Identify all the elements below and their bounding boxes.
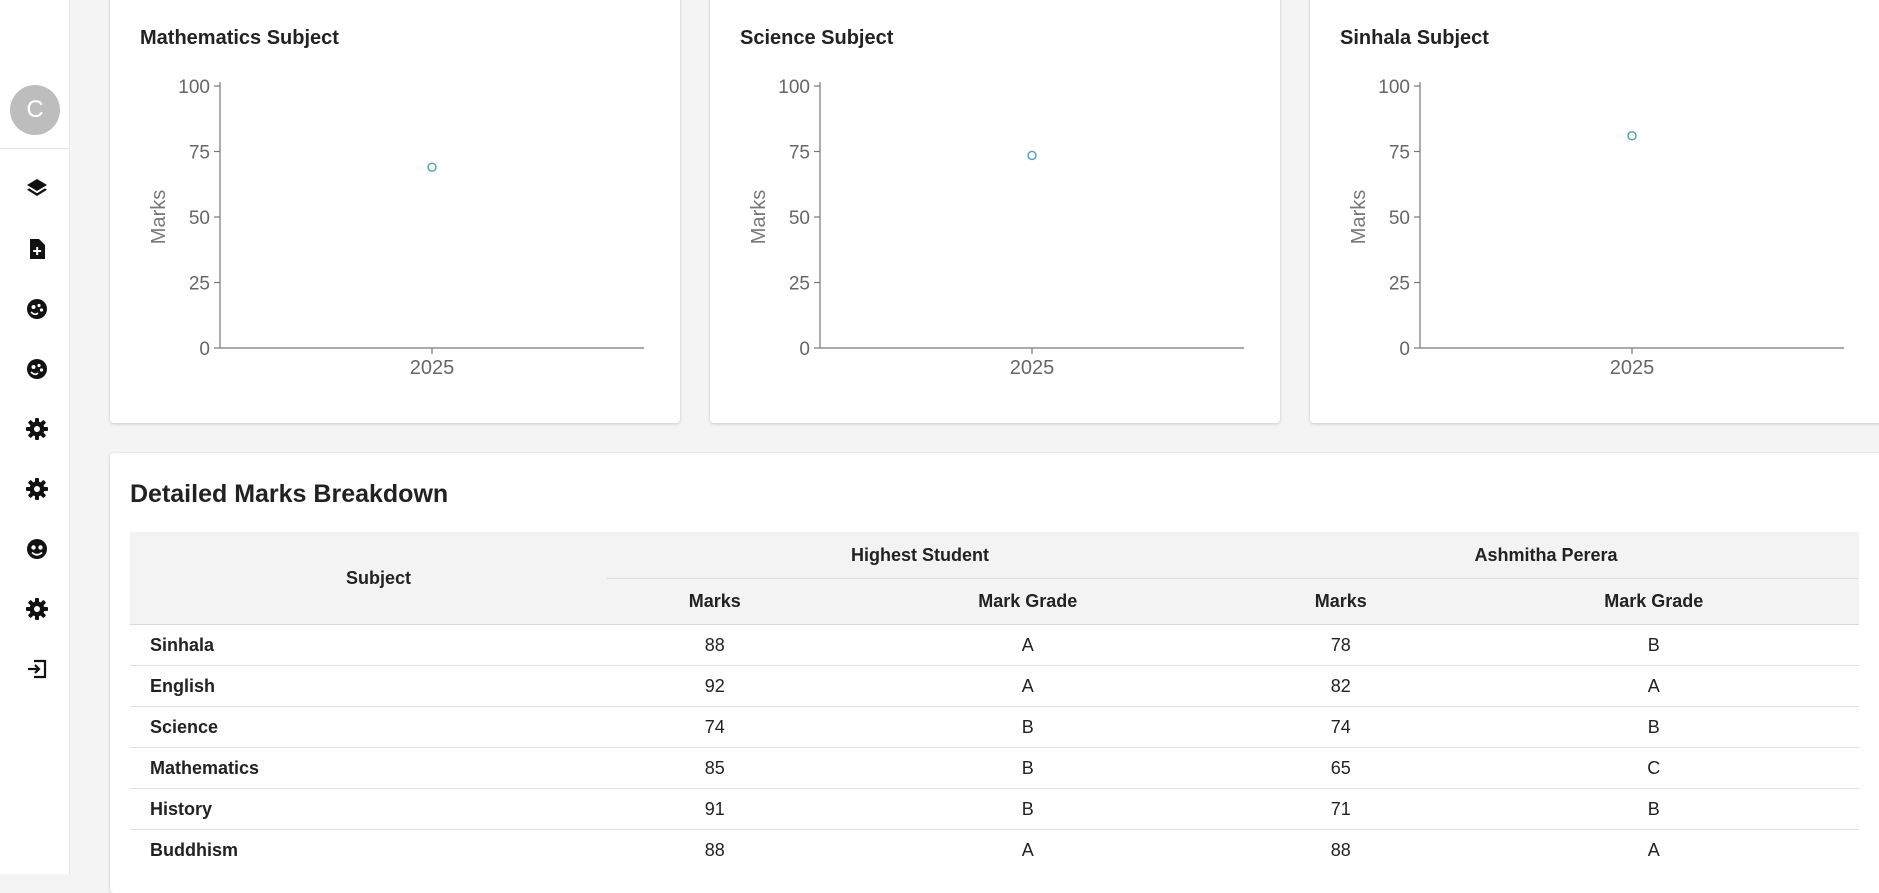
subject-header: Subject bbox=[345, 567, 411, 588]
highest-marks-cell: 91 bbox=[607, 788, 823, 830]
face-icon[interactable] bbox=[25, 537, 49, 561]
x-tick-label: 2025 bbox=[1610, 357, 1655, 379]
highest-marks-cell: 85 bbox=[607, 747, 823, 789]
grade-header: Mark Grade bbox=[1448, 578, 1859, 625]
chart-title: Science Subject bbox=[740, 27, 894, 49]
scatter-chart: 0 25 50 75 100 2025 Marks bbox=[148, 77, 644, 379]
y-axis-label: Marks bbox=[148, 190, 170, 244]
table-row: History 91 B 71 B bbox=[130, 788, 1859, 830]
y-tick-label: 50 bbox=[189, 208, 210, 229]
y-tick-label: 100 bbox=[1378, 77, 1410, 98]
chart-card: Mathematics Subject 0 25 50 75 100 2025 Marks bbox=[110, 0, 680, 423]
highest-marks-cell: 88 bbox=[607, 829, 823, 870]
student-marks-cell: 82 bbox=[1232, 665, 1449, 707]
y-tick-label: 75 bbox=[189, 143, 210, 164]
y-tick-label: 25 bbox=[789, 274, 810, 295]
y-tick-label: 75 bbox=[789, 143, 810, 164]
table-row: Mathematics 85 B 65 C bbox=[130, 747, 1859, 789]
student-grade-cell: B bbox=[1448, 706, 1859, 748]
table-row: Science 74 B 74 B bbox=[130, 706, 1859, 748]
data-point[interactable] bbox=[1627, 131, 1637, 141]
student-grade-cell: C bbox=[1448, 747, 1859, 789]
subject-cell: History bbox=[130, 788, 607, 830]
gear-icon[interactable] bbox=[25, 417, 49, 441]
subject-cell: Mathematics bbox=[130, 747, 607, 789]
y-tick-label: 0 bbox=[799, 339, 810, 360]
y-tick-label: 0 bbox=[1399, 339, 1410, 360]
highest-marks-cell: 88 bbox=[607, 624, 823, 666]
student-marks-cell: 71 bbox=[1232, 788, 1449, 830]
y-tick-label: 0 bbox=[199, 339, 210, 360]
y-axis-label: Marks bbox=[748, 190, 770, 244]
student-header: Ashmitha Perera bbox=[1474, 544, 1618, 565]
chart-title: Mathematics Subject bbox=[140, 27, 339, 49]
chart-card: Science Subject 0 25 50 75 100 2025 Marks bbox=[710, 0, 1280, 423]
student-marks-cell: 74 bbox=[1232, 706, 1449, 748]
student-marks-cell: 88 bbox=[1232, 829, 1449, 870]
highest-grade-cell: B bbox=[822, 788, 1233, 830]
breakdown-title: Detailed Marks Breakdown bbox=[130, 480, 449, 508]
y-tick-label: 75 bbox=[1389, 143, 1410, 164]
marks-breakdown-card: Detailed Marks Breakdown Subject Highest… bbox=[110, 453, 1879, 893]
sidebar: C bbox=[0, 0, 70, 874]
marks-table: Subject Highest Student Ashmitha Perera … bbox=[130, 532, 1859, 870]
y-tick-label: 100 bbox=[178, 77, 210, 98]
x-tick-label: 2025 bbox=[1010, 357, 1055, 379]
scatter-chart: 0 25 50 75 100 2025 Marks bbox=[748, 77, 1244, 379]
face-palette-icon[interactable] bbox=[25, 297, 49, 321]
y-tick-label: 50 bbox=[789, 208, 810, 229]
gear-icon[interactable] bbox=[25, 477, 49, 501]
student-grade-cell: A bbox=[1448, 665, 1859, 707]
x-tick-label: 2025 bbox=[410, 357, 455, 379]
subject-cell: English bbox=[130, 665, 607, 707]
y-tick-label: 50 bbox=[1389, 208, 1410, 229]
highest-grade-cell: B bbox=[822, 706, 1233, 748]
data-point[interactable] bbox=[1027, 150, 1037, 161]
table-row: English 92 A 82 A bbox=[130, 665, 1859, 707]
scatter-chart: 0 25 50 75 100 2025 Marks bbox=[1348, 77, 1844, 379]
highest-grade-cell: A bbox=[822, 665, 1233, 707]
student-marks-cell: 65 bbox=[1232, 747, 1449, 789]
y-tick-label: 25 bbox=[1389, 274, 1410, 295]
grade-header: Mark Grade bbox=[822, 578, 1233, 625]
highest-student-header: Highest Student bbox=[850, 544, 989, 565]
chart-title: Sinhala Subject bbox=[1340, 27, 1489, 49]
highest-marks-cell: 92 bbox=[607, 665, 823, 707]
gear-icon[interactable] bbox=[25, 597, 49, 621]
student-marks-cell: 78 bbox=[1232, 624, 1449, 666]
y-axis-label: Marks bbox=[1348, 190, 1370, 244]
table-row: Buddhism 88 A 88 A bbox=[130, 829, 1859, 870]
data-point[interactable] bbox=[427, 162, 437, 172]
subject-cell: Buddhism bbox=[130, 829, 607, 870]
marks-header: Marks bbox=[607, 578, 823, 625]
student-grade-cell: A bbox=[1448, 829, 1859, 870]
highest-grade-cell: A bbox=[822, 829, 1233, 870]
student-grade-cell: B bbox=[1448, 788, 1859, 830]
student-grade-cell: B bbox=[1448, 624, 1859, 666]
avatar[interactable]: C bbox=[10, 85, 60, 135]
layers-icon[interactable] bbox=[25, 177, 49, 201]
chart-card: Sinhala Subject 0 25 50 75 100 2025 Marks bbox=[1310, 0, 1879, 423]
y-tick-label: 25 bbox=[189, 274, 210, 295]
highest-marks-cell: 74 bbox=[607, 706, 823, 748]
sidebar-divider bbox=[0, 148, 69, 149]
subject-cell: Sinhala bbox=[130, 624, 607, 666]
logout-icon[interactable] bbox=[25, 657, 49, 681]
file-add-icon[interactable] bbox=[25, 237, 49, 261]
highest-grade-cell: A bbox=[822, 624, 1233, 666]
table-row: Sinhala 88 A 78 B bbox=[130, 624, 1859, 666]
highest-grade-cell: B bbox=[822, 747, 1233, 789]
face-palette-icon[interactable] bbox=[25, 357, 49, 381]
marks-header: Marks bbox=[1232, 578, 1449, 625]
y-tick-label: 100 bbox=[778, 77, 810, 98]
subject-cell: Science bbox=[130, 706, 607, 748]
